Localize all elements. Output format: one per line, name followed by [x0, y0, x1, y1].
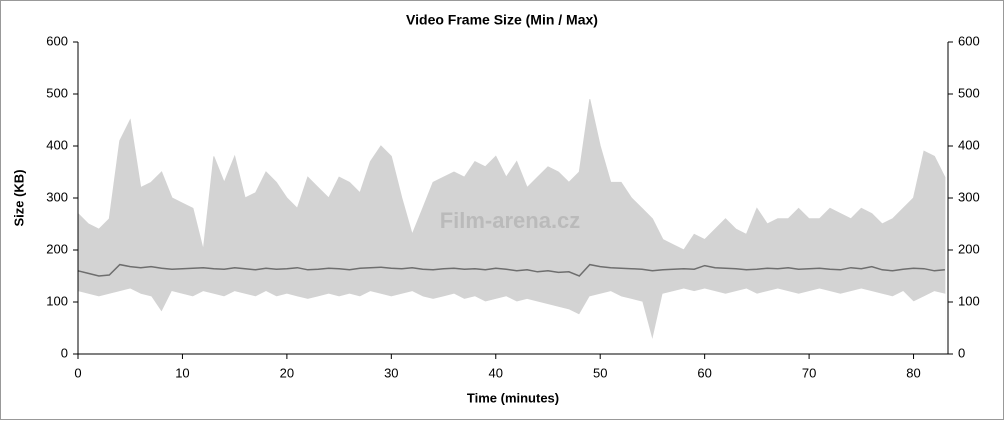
y2-tick-label: 200: [958, 241, 980, 256]
y2-tick-label: 300: [958, 189, 980, 204]
y-tick-label: 500: [46, 85, 68, 100]
x-tick-label: 0: [74, 365, 81, 380]
y2-tick-label: 0: [958, 345, 965, 360]
x-tick-label: 50: [593, 365, 607, 380]
x-tick-label: 80: [906, 365, 920, 380]
y2-tick-label: 400: [958, 137, 980, 152]
y-tick-label: 300: [46, 189, 68, 204]
watermark: Film-arena.cz: [440, 208, 581, 233]
x-tick-label: 60: [697, 365, 711, 380]
x-tick-label: 30: [384, 365, 398, 380]
area: [77, 99, 946, 355]
area: [77, 288, 946, 355]
x-tick-label: 70: [802, 365, 816, 380]
x-tick-label: 10: [175, 365, 189, 380]
y-tick-label: 200: [46, 241, 68, 256]
x-tick-label: 20: [280, 365, 294, 380]
y-tick-label: 100: [46, 293, 68, 308]
y-tick-label: 0: [61, 345, 68, 360]
y-axis-label: Size (KB): [11, 169, 26, 226]
y2-tick-label: 600: [958, 33, 980, 48]
x-axis-label: Time (minutes): [467, 390, 559, 405]
y-tick-label: 600: [46, 33, 68, 48]
y2-tick-label: 500: [958, 85, 980, 100]
chart-title: Video Frame Size (Min / Max): [406, 12, 598, 28]
line: [77, 263, 945, 277]
y-tick-label: 400: [46, 137, 68, 152]
x-tick-label: 40: [489, 365, 503, 380]
y2-tick-label: 100: [958, 293, 980, 308]
